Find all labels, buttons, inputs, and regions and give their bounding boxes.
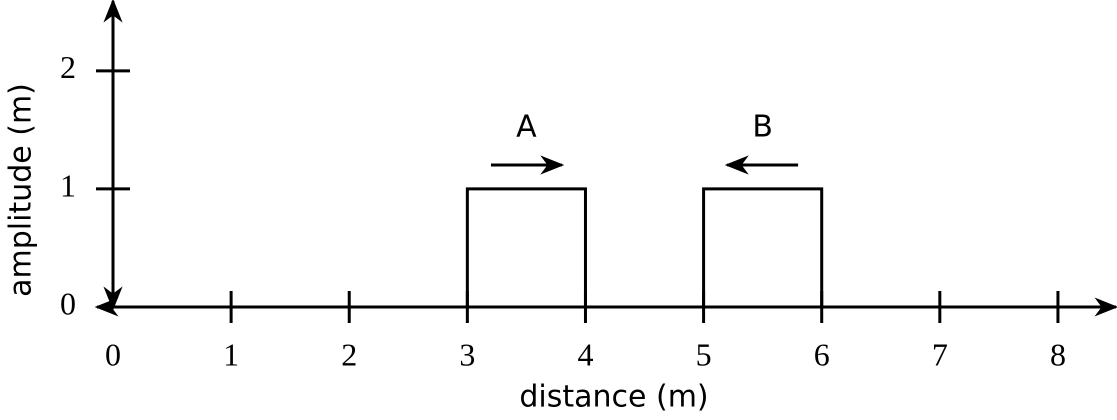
x-tick-label: 7 [932, 336, 948, 372]
x-tick-label: 0 [105, 336, 121, 372]
y-tick-label: 0 [60, 285, 76, 321]
y-tick-label: 1 [60, 167, 76, 203]
y-tick-label: 2 [60, 49, 76, 85]
x-tick-label: 4 [577, 336, 593, 372]
y-axis-label: amplitude (m) [4, 83, 39, 297]
x-tick-label: 3 [459, 336, 475, 372]
pulse [702, 187, 824, 307]
x-tick-label: 8 [1050, 336, 1066, 372]
x-tick-label: 6 [814, 336, 830, 372]
pulse-label: B [752, 110, 773, 145]
pulse-label: A [516, 110, 537, 145]
x-tick-label: 1 [223, 336, 239, 372]
x-tick-label: 2 [341, 336, 357, 372]
x-tick-label: 5 [696, 336, 712, 372]
x-axis-label: distance (m) [519, 380, 708, 415]
pulse [465, 187, 587, 307]
